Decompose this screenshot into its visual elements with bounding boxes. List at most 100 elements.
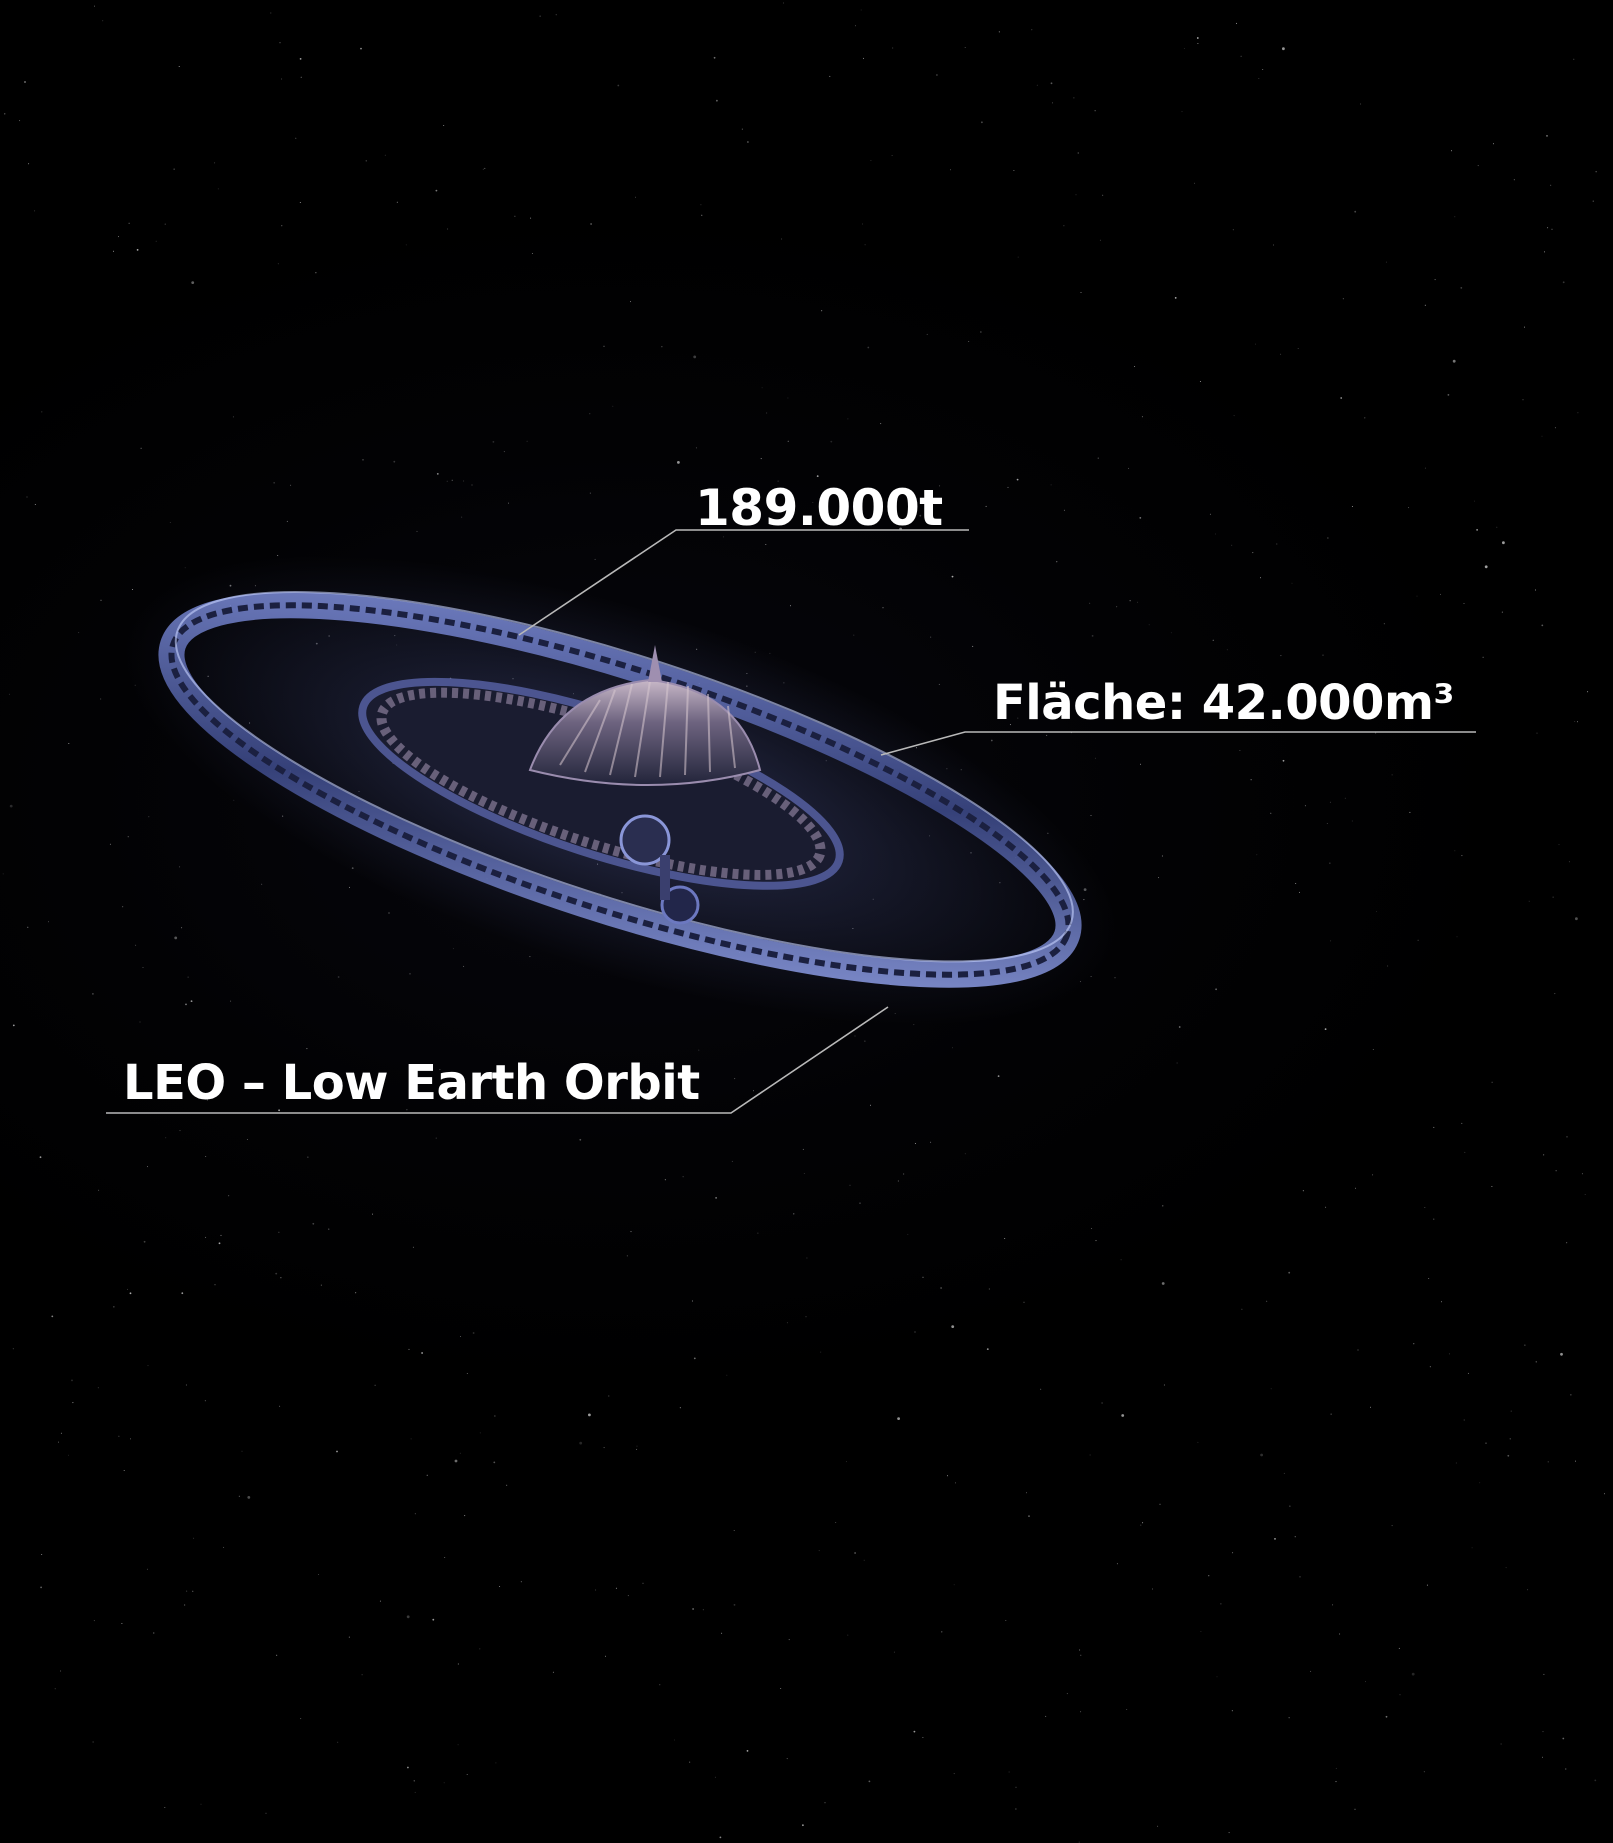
star	[1562, 281, 1565, 284]
star	[1547, 227, 1549, 229]
star	[1398, 1647, 1400, 1649]
star	[1411, 1672, 1415, 1676]
star	[953, 1773, 955, 1775]
star	[148, 816, 150, 818]
star	[1009, 724, 1011, 726]
star	[1493, 143, 1494, 145]
star	[588, 1413, 591, 1417]
star	[1413, 1343, 1415, 1345]
star	[1128, 467, 1130, 469]
star	[636, 1448, 638, 1450]
star	[936, 74, 938, 76]
star	[1491, 1186, 1493, 1187]
star	[1502, 541, 1505, 545]
star	[1570, 1394, 1572, 1396]
star	[952, 1047, 953, 1049]
star	[1140, 763, 1141, 765]
star	[1148, 624, 1150, 626]
star	[396, 201, 398, 203]
star	[853, 634, 855, 636]
star	[786, 1322, 788, 1324]
star	[365, 160, 367, 162]
star	[147, 1365, 149, 1367]
star	[1428, 1278, 1430, 1279]
star	[1433, 1126, 1435, 1128]
star	[135, 944, 137, 946]
star	[71, 1379, 73, 1382]
star	[495, 1762, 497, 1764]
star	[361, 1674, 363, 1676]
star	[870, 160, 872, 161]
star	[1016, 478, 1019, 481]
star	[1239, 750, 1241, 751]
star	[164, 223, 166, 225]
star	[1575, 917, 1578, 921]
star	[1274, 1538, 1276, 1540]
star	[1447, 394, 1450, 396]
star	[482, 168, 484, 170]
central-dome	[528, 678, 762, 786]
star	[939, 485, 941, 487]
star	[692, 1608, 694, 1610]
star	[555, 14, 557, 16]
star	[1327, 537, 1329, 539]
star	[1372, 1049, 1374, 1050]
star	[1026, 1492, 1027, 1494]
star	[760, 458, 762, 460]
star	[940, 1287, 942, 1289]
star	[1541, 624, 1544, 627]
star	[630, 301, 631, 303]
star	[1052, 102, 1053, 104]
star	[118, 236, 119, 238]
star	[1183, 48, 1185, 49]
star	[777, 480, 779, 482]
star	[1340, 397, 1343, 399]
star	[1330, 1413, 1332, 1415]
star	[1199, 381, 1201, 382]
star	[1372, 1174, 1374, 1176]
star	[1260, 1453, 1263, 1457]
star	[1050, 82, 1053, 85]
star	[530, 217, 532, 219]
star	[595, 1589, 597, 1591]
star	[118, 1435, 120, 1437]
star	[1456, 936, 1458, 938]
star	[1080, 1654, 1082, 1656]
star	[1491, 1081, 1493, 1083]
star	[941, 1631, 943, 1633]
star	[1216, 1676, 1218, 1678]
star	[1326, 823, 1328, 824]
star	[187, 976, 189, 978]
star	[206, 1099, 208, 1101]
orbit-label: LEO – Low Earth Orbit	[123, 1055, 700, 1111]
star	[612, 405, 614, 407]
star	[463, 480, 465, 482]
star	[1335, 1781, 1337, 1783]
star	[492, 441, 495, 443]
star	[1160, 696, 1162, 698]
star	[1157, 1825, 1159, 1827]
star	[1008, 1771, 1010, 1773]
star	[1370, 1406, 1371, 1408]
star	[926, 333, 928, 335]
star	[278, 1231, 280, 1233]
star	[766, 412, 768, 414]
star	[1552, 896, 1554, 898]
star	[862, 223, 863, 225]
star	[68, 1454, 69, 1456]
area-leader-line	[880, 731, 1476, 756]
star	[1091, 1228, 1093, 1229]
star	[793, 1213, 795, 1215]
star	[1577, 412, 1579, 414]
star	[60, 1432, 62, 1434]
star	[228, 1195, 230, 1197]
star	[332, 1082, 334, 1084]
star	[882, 607, 884, 609]
star	[24, 81, 26, 83]
star	[179, 866, 181, 868]
star	[1212, 639, 1214, 641]
star	[1283, 1472, 1285, 1474]
star	[238, 1495, 240, 1497]
star	[922, 1737, 924, 1738]
star	[278, 1109, 280, 1112]
